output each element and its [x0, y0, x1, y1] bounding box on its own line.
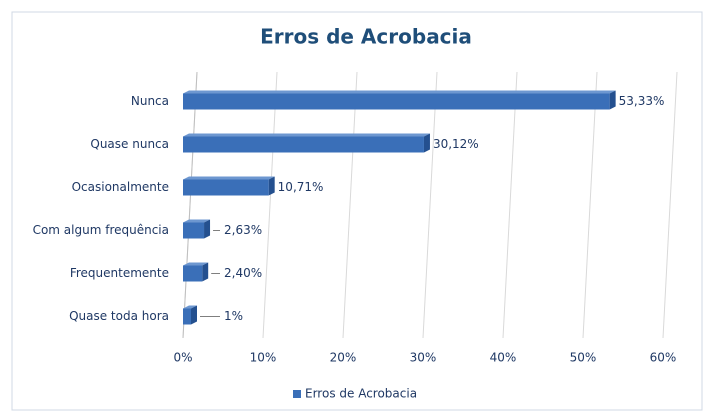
- legend-swatch: [293, 390, 301, 398]
- x-tick-label: 50%: [570, 351, 597, 365]
- bar: [183, 308, 191, 325]
- bar-top: [183, 90, 616, 94]
- bar: [183, 179, 269, 196]
- bar-top: [183, 133, 430, 137]
- value-label: 2,40%: [224, 266, 262, 280]
- x-tick-label: 10%: [250, 351, 277, 365]
- y-tick-label: Ocasionalmente: [72, 180, 169, 194]
- chart-title: Erros de Acrobacia: [260, 25, 472, 49]
- bar-side: [423, 133, 430, 153]
- bar: [183, 265, 203, 282]
- bar: [183, 222, 205, 239]
- grid-line: [662, 71, 678, 339]
- value-label: 2,63%: [224, 223, 262, 237]
- y-tick-label: Nunca: [131, 94, 169, 108]
- grid-line: [502, 71, 518, 339]
- bar-side: [609, 90, 616, 110]
- value-label: 30,12%: [433, 137, 479, 151]
- bar-side: [191, 305, 197, 325]
- grid-line: [582, 71, 598, 339]
- y-tick-label: Quase nunca: [90, 137, 169, 151]
- value-label: 53,33%: [619, 94, 665, 108]
- bar-top: [183, 305, 197, 309]
- y-tick-label: Com algum frequência: [33, 223, 169, 237]
- bar-side: [204, 219, 211, 239]
- value-label: 1%: [224, 309, 243, 323]
- legend-label: Erros de Acrobacia: [305, 387, 417, 401]
- grid-line: [342, 71, 358, 339]
- grid-line: [262, 71, 278, 339]
- bar-side: [268, 176, 275, 196]
- x-tick-label: 0%: [173, 351, 192, 365]
- bar: [183, 136, 424, 153]
- bar-top: [183, 262, 209, 266]
- y-tick-label: Frequentemente: [70, 266, 169, 280]
- x-tick-label: 30%: [410, 351, 437, 365]
- x-tick-label: 20%: [330, 351, 357, 365]
- x-tick-label: 40%: [490, 351, 517, 365]
- chart-frame: [11, 11, 703, 411]
- grid-line: [422, 71, 438, 339]
- x-tick-label: 60%: [650, 351, 677, 365]
- bar-side: [202, 262, 209, 282]
- axis-line: [182, 71, 198, 339]
- y-tick-label: Quase toda hora: [69, 309, 169, 323]
- bar-top: [183, 219, 211, 223]
- bar-top: [183, 176, 275, 180]
- bar: [183, 93, 610, 110]
- value-label: 10,71%: [278, 180, 324, 194]
